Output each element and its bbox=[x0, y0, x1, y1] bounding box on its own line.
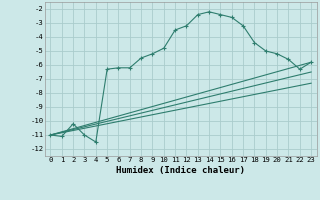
X-axis label: Humidex (Indice chaleur): Humidex (Indice chaleur) bbox=[116, 166, 245, 175]
